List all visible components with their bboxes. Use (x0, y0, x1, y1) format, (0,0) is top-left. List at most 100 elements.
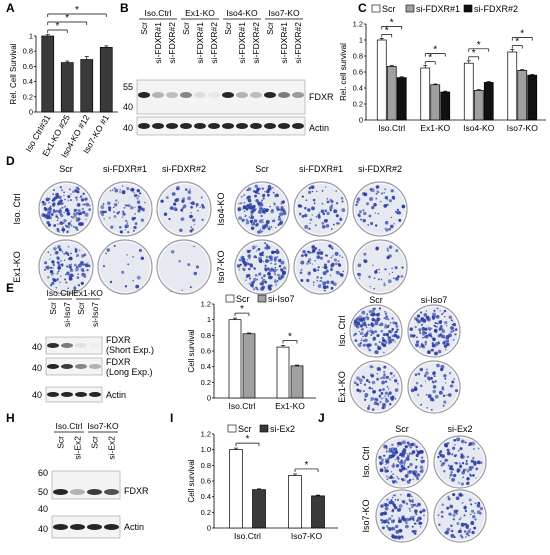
colony-dot (353, 334, 356, 337)
colony-dot (388, 517, 392, 521)
colony-dot (249, 219, 253, 223)
colony-dot (440, 464, 443, 467)
colony-dot (401, 515, 405, 519)
colony-dot (398, 218, 402, 222)
colony-dot (72, 225, 75, 228)
colony-dot (53, 224, 57, 227)
panel-label-d: D (6, 154, 15, 168)
colony-dot (468, 444, 470, 447)
colony-dot (59, 221, 64, 225)
colony-dot (353, 320, 357, 324)
mw-marker: 40 (32, 363, 42, 373)
y-tick-label: 0.2 (23, 92, 33, 101)
colony-dot (370, 344, 372, 346)
colony-dot (60, 263, 64, 267)
colony-dot (321, 224, 326, 229)
colony-dot (250, 215, 255, 220)
colony-dot (195, 265, 200, 269)
colony-dot (452, 513, 456, 517)
colony-dot (358, 322, 360, 324)
colony-dot (48, 214, 50, 216)
colony-dot (418, 328, 422, 332)
colony-dot (318, 248, 321, 252)
plate-column-label: si-FDXR#2 (358, 164, 402, 174)
colony-dot (386, 255, 390, 259)
colony-dot (124, 285, 128, 288)
group-label: Iso7-KO (87, 421, 119, 431)
colony-dot (133, 193, 138, 198)
colony-well-inner (355, 242, 405, 292)
colony-dot (75, 217, 78, 219)
colony-dot (379, 322, 384, 327)
colony-dot (479, 506, 484, 511)
colony-dot (469, 528, 472, 531)
colony-dot (447, 464, 450, 467)
colony-dot (368, 381, 371, 384)
colony-dot (415, 343, 419, 347)
colony-dot (248, 283, 250, 285)
colony-dot (452, 329, 455, 332)
colony-dot (64, 278, 67, 281)
colony-dot (391, 334, 394, 338)
colony-dot (407, 465, 410, 469)
bar (311, 495, 325, 529)
colony-dot (176, 187, 178, 190)
colony-dot (451, 323, 454, 326)
lane-label: Scr (265, 22, 275, 35)
blot-band (61, 343, 73, 348)
colony-dot (274, 279, 277, 282)
colony-dot (416, 502, 421, 507)
colony-dot (382, 375, 386, 380)
colony-dot (412, 478, 414, 481)
group-label: Iso4-KO (226, 8, 258, 18)
colony-dot (383, 373, 386, 376)
colony-dot (421, 332, 426, 336)
colony-dot (334, 262, 338, 266)
colony-dot (395, 463, 400, 468)
colony-dot (474, 518, 477, 521)
colony-dot (381, 458, 384, 462)
colony-dot (393, 333, 398, 338)
colony-dot (388, 500, 392, 505)
colony-dot (77, 209, 79, 211)
colony-dot (323, 265, 328, 270)
colony-dot (432, 389, 436, 394)
colony-dot (390, 477, 393, 480)
colony-dot (264, 264, 267, 267)
y-tick-label: 0.4 (201, 362, 211, 371)
bar (386, 66, 397, 121)
colony-dot (335, 190, 338, 192)
colony-dot (57, 270, 60, 273)
colony-dot (246, 259, 248, 261)
colony-dot (246, 196, 250, 200)
colony-dot (460, 516, 462, 519)
blot-band (250, 92, 262, 98)
colony-dot (375, 192, 378, 195)
colony-dot (87, 264, 91, 268)
colony-dot (242, 268, 246, 272)
colony-dot (306, 278, 310, 283)
bar (252, 489, 266, 529)
colony-dot (49, 269, 54, 274)
colony-dot (61, 206, 64, 209)
colony-dot (132, 256, 134, 258)
colony-dot (124, 204, 128, 207)
colony-dot (243, 201, 246, 204)
colony-dot (45, 266, 48, 269)
colony-dot (419, 319, 423, 323)
colony-dot (265, 220, 270, 224)
colony-dot (78, 222, 82, 226)
colony-dot (239, 263, 242, 266)
colony-dot (360, 339, 362, 342)
colony-dot (425, 371, 429, 375)
colony-dot (384, 506, 389, 511)
colony-dot (447, 340, 450, 342)
colony-dot (133, 225, 137, 230)
colony-dot (384, 268, 387, 271)
colony-dot (46, 220, 50, 225)
colony-dot (237, 207, 241, 211)
colony-dot (307, 208, 311, 212)
chart-c: 0 0.2 0.4 0.6 0.8 1 1.2 Rel. cell survival Iso.C… (339, 4, 546, 133)
